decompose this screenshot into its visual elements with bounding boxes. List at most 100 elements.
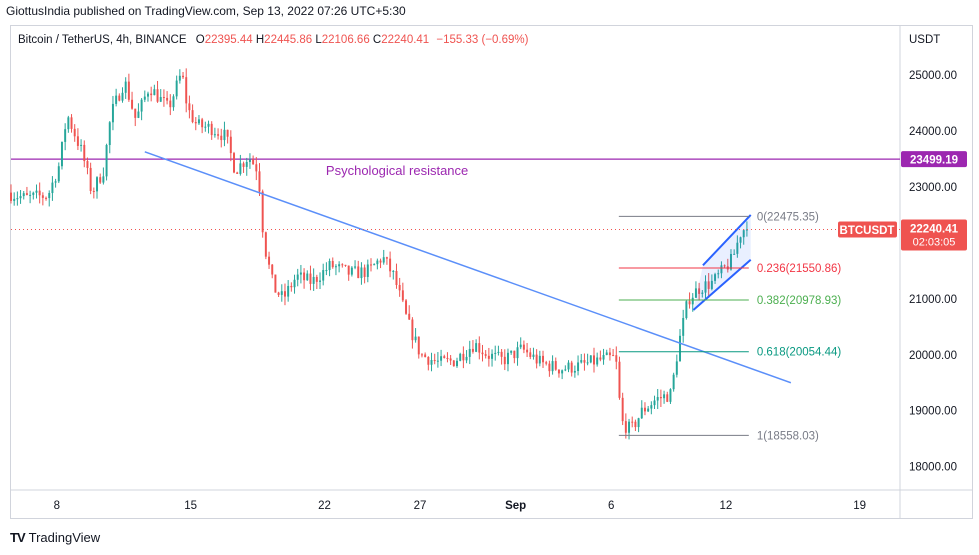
candle-body — [54, 181, 57, 183]
candle-body — [589, 355, 592, 363]
tradingview-footer[interactable]: TV TradingView — [10, 528, 100, 546]
candle-body — [522, 344, 525, 350]
descending-trendline — [144, 151, 792, 384]
resistance-price-badge — [901, 151, 967, 168]
candle-body — [48, 193, 51, 199]
candle-body — [92, 191, 95, 193]
candle-body — [497, 351, 500, 353]
candle-body — [322, 270, 325, 281]
candle-body — [688, 301, 691, 305]
candle-body — [245, 161, 248, 167]
candle-body — [605, 352, 608, 356]
candle-body — [143, 96, 146, 100]
candle-body — [140, 99, 143, 112]
candle-body — [341, 264, 344, 266]
candle-body — [621, 397, 624, 422]
x-tick-label: 19 — [853, 500, 866, 512]
candle-body — [188, 103, 191, 111]
candle-body — [494, 352, 497, 354]
high-label: H — [255, 34, 265, 46]
candle-body — [532, 354, 535, 357]
candle-body — [156, 89, 159, 102]
candle-body — [334, 266, 337, 268]
candle-body — [293, 279, 296, 288]
candle-body — [277, 292, 280, 295]
candle-body — [414, 336, 417, 341]
candle-body — [659, 397, 662, 399]
candle-body — [714, 274, 717, 281]
candle-body — [545, 362, 548, 364]
candle-body — [185, 77, 188, 104]
channel-fill — [693, 214, 751, 311]
candle-body — [729, 253, 732, 270]
candle-body — [500, 351, 503, 357]
candle-body — [401, 290, 404, 301]
candle-body — [271, 264, 274, 275]
candle-body — [178, 75, 181, 81]
candle-body — [720, 265, 723, 274]
candle-body — [264, 232, 267, 257]
symbol-name[interactable]: Bitcoin / TetherUS, 4h, BINANCE — [18, 34, 187, 46]
candle-body — [526, 349, 529, 353]
candle-body — [468, 348, 471, 357]
close-value: 22240.41 — [381, 34, 430, 46]
fib-level-label: 0.618(20054.44) — [757, 347, 842, 359]
candle-body — [637, 418, 640, 428]
tradingview-brand: TradingView — [28, 529, 101, 545]
candle-body — [465, 356, 468, 361]
candle-body — [672, 374, 675, 390]
candle-body — [481, 352, 484, 355]
candle-body — [471, 348, 474, 352]
resistance-label: Psychological resistance — [326, 163, 468, 178]
candle-body — [121, 92, 124, 101]
candle-body — [287, 285, 290, 297]
candle-body — [580, 360, 583, 363]
candle-body — [395, 270, 398, 285]
y-tick-label: 20000.00 — [909, 350, 957, 362]
candle-body — [102, 176, 105, 183]
last-price-text: 22240.41 — [910, 223, 959, 235]
symbol-price-badge — [838, 221, 897, 238]
candle-body — [443, 356, 446, 358]
candle-body — [551, 361, 554, 372]
candle-body — [347, 265, 350, 275]
currency-label[interactable]: USDT — [909, 34, 941, 46]
fib-level-label: 0.236(21550.86) — [757, 263, 842, 275]
candle-body — [631, 421, 634, 423]
candle-body — [111, 103, 114, 123]
candle-body — [226, 129, 229, 137]
candle-body — [567, 362, 570, 370]
candle-body — [717, 273, 720, 275]
candle-body — [436, 360, 439, 362]
candle-body — [491, 353, 494, 359]
candle-body — [506, 352, 509, 365]
candle-body — [299, 272, 302, 275]
candle-body — [484, 354, 487, 356]
open-value: 22395.44 — [204, 34, 253, 46]
chart-frame — [10, 25, 973, 519]
candle-body — [628, 421, 631, 433]
candle-body — [41, 195, 44, 198]
candle-body — [159, 97, 162, 102]
candle-body — [433, 360, 436, 362]
candle-body — [70, 117, 73, 129]
candle-body — [570, 362, 573, 373]
y-tick-label: 19000.00 — [909, 406, 957, 418]
candle-body — [213, 134, 216, 136]
candle-body — [172, 96, 175, 108]
candle-body — [513, 350, 516, 359]
candle-body — [405, 300, 408, 314]
candle-body — [146, 93, 149, 97]
candle-body — [197, 119, 200, 124]
candle-body — [554, 361, 557, 370]
candle-body — [647, 408, 650, 412]
candle-body — [373, 264, 376, 266]
candle-body — [137, 111, 140, 118]
y-tick-label: 18000.00 — [909, 462, 957, 474]
candle-body — [376, 260, 379, 265]
candle-body — [408, 313, 411, 320]
candle-body — [354, 266, 357, 268]
candle-body — [577, 362, 580, 371]
candle-body — [38, 190, 41, 196]
